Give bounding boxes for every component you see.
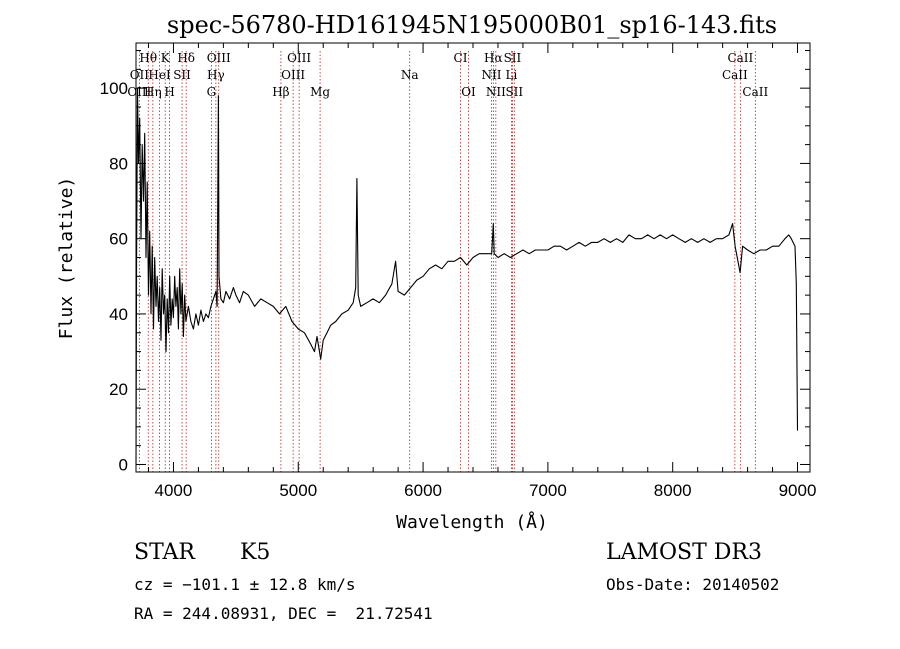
object-subclass: K5 (240, 540, 271, 565)
y-axis-label: Flux (relative) (56, 177, 77, 340)
spectral-line-label: OIII (207, 51, 231, 65)
y-tick-label: 100 (100, 79, 128, 98)
spectral-line-label: Hη (144, 85, 162, 99)
spectral-line-label: NII (486, 85, 506, 99)
spectral-line-label: Hγ (207, 68, 225, 82)
spectral-line-label: CaII (742, 85, 768, 99)
x-tick-label: 7000 (529, 481, 567, 500)
spectral-line-label: CaII (722, 68, 748, 82)
survey-name: LAMOST DR3 (606, 540, 762, 565)
spectral-line-label: HeI (148, 68, 171, 82)
x-tick-label: 9000 (779, 481, 817, 500)
y-tick-label: 60 (109, 230, 128, 249)
spectral-line-label: OI (461, 85, 476, 99)
spectral-line-label: Hδ (177, 51, 195, 65)
spectral-line-label: Hθ (139, 51, 157, 65)
observation-date: Obs-Date: 20140502 (606, 575, 780, 594)
x-tick-label: 5000 (279, 481, 317, 500)
y-tick-label: 80 (109, 154, 128, 173)
object-class: STAR (134, 540, 195, 565)
redshift-readout: cz = −101.1 ± 12.8 km/s (134, 575, 356, 594)
spectral-line-label: Mg (310, 85, 330, 99)
spectral-line-label: Na (401, 68, 419, 82)
spectral-line-label: OIII (287, 51, 311, 65)
spectral-line-label: SII (505, 85, 523, 99)
coordinates-readout: RA = 244.08931, DEC = 21.72541 (134, 604, 433, 623)
spectral-line-label: CI (454, 51, 468, 65)
spectral-line-label: CaII (727, 51, 753, 65)
spectral-line-label: SII (504, 51, 522, 65)
y-tick-label: 20 (109, 380, 128, 399)
spectral-line-label: NII (481, 68, 501, 82)
spectral-line-label: SII (173, 68, 191, 82)
y-tick-label: 40 (109, 305, 128, 324)
spectral-line-label: Hα (484, 51, 503, 65)
x-axis-label: Wavelength (Å) (396, 511, 548, 533)
x-tick-label: 4000 (155, 481, 193, 500)
plot-layer (135, 87, 799, 465)
spectral-line-label: OIII (281, 68, 305, 82)
x-tick-label: 8000 (654, 481, 692, 500)
spectral-line-label: H (164, 85, 174, 99)
spectral-line-label: Li (506, 68, 518, 82)
tick-layer: 4000 5000 6000 7000 8000 9000 0 20 40 60 80 100 (100, 43, 817, 500)
y-tick-label: 0 (119, 455, 128, 474)
spectrum-line (135, 87, 799, 465)
spectral-line-label: Hβ (272, 85, 289, 99)
spectral-line-label: G (207, 85, 217, 99)
chart-title: spec-56780-HD161945N195000B01_sp16-143.f… (167, 11, 777, 39)
spectral-line-label: OII (130, 68, 150, 82)
x-tick-label: 6000 (404, 481, 442, 500)
spectral-line-label: K (161, 51, 171, 65)
